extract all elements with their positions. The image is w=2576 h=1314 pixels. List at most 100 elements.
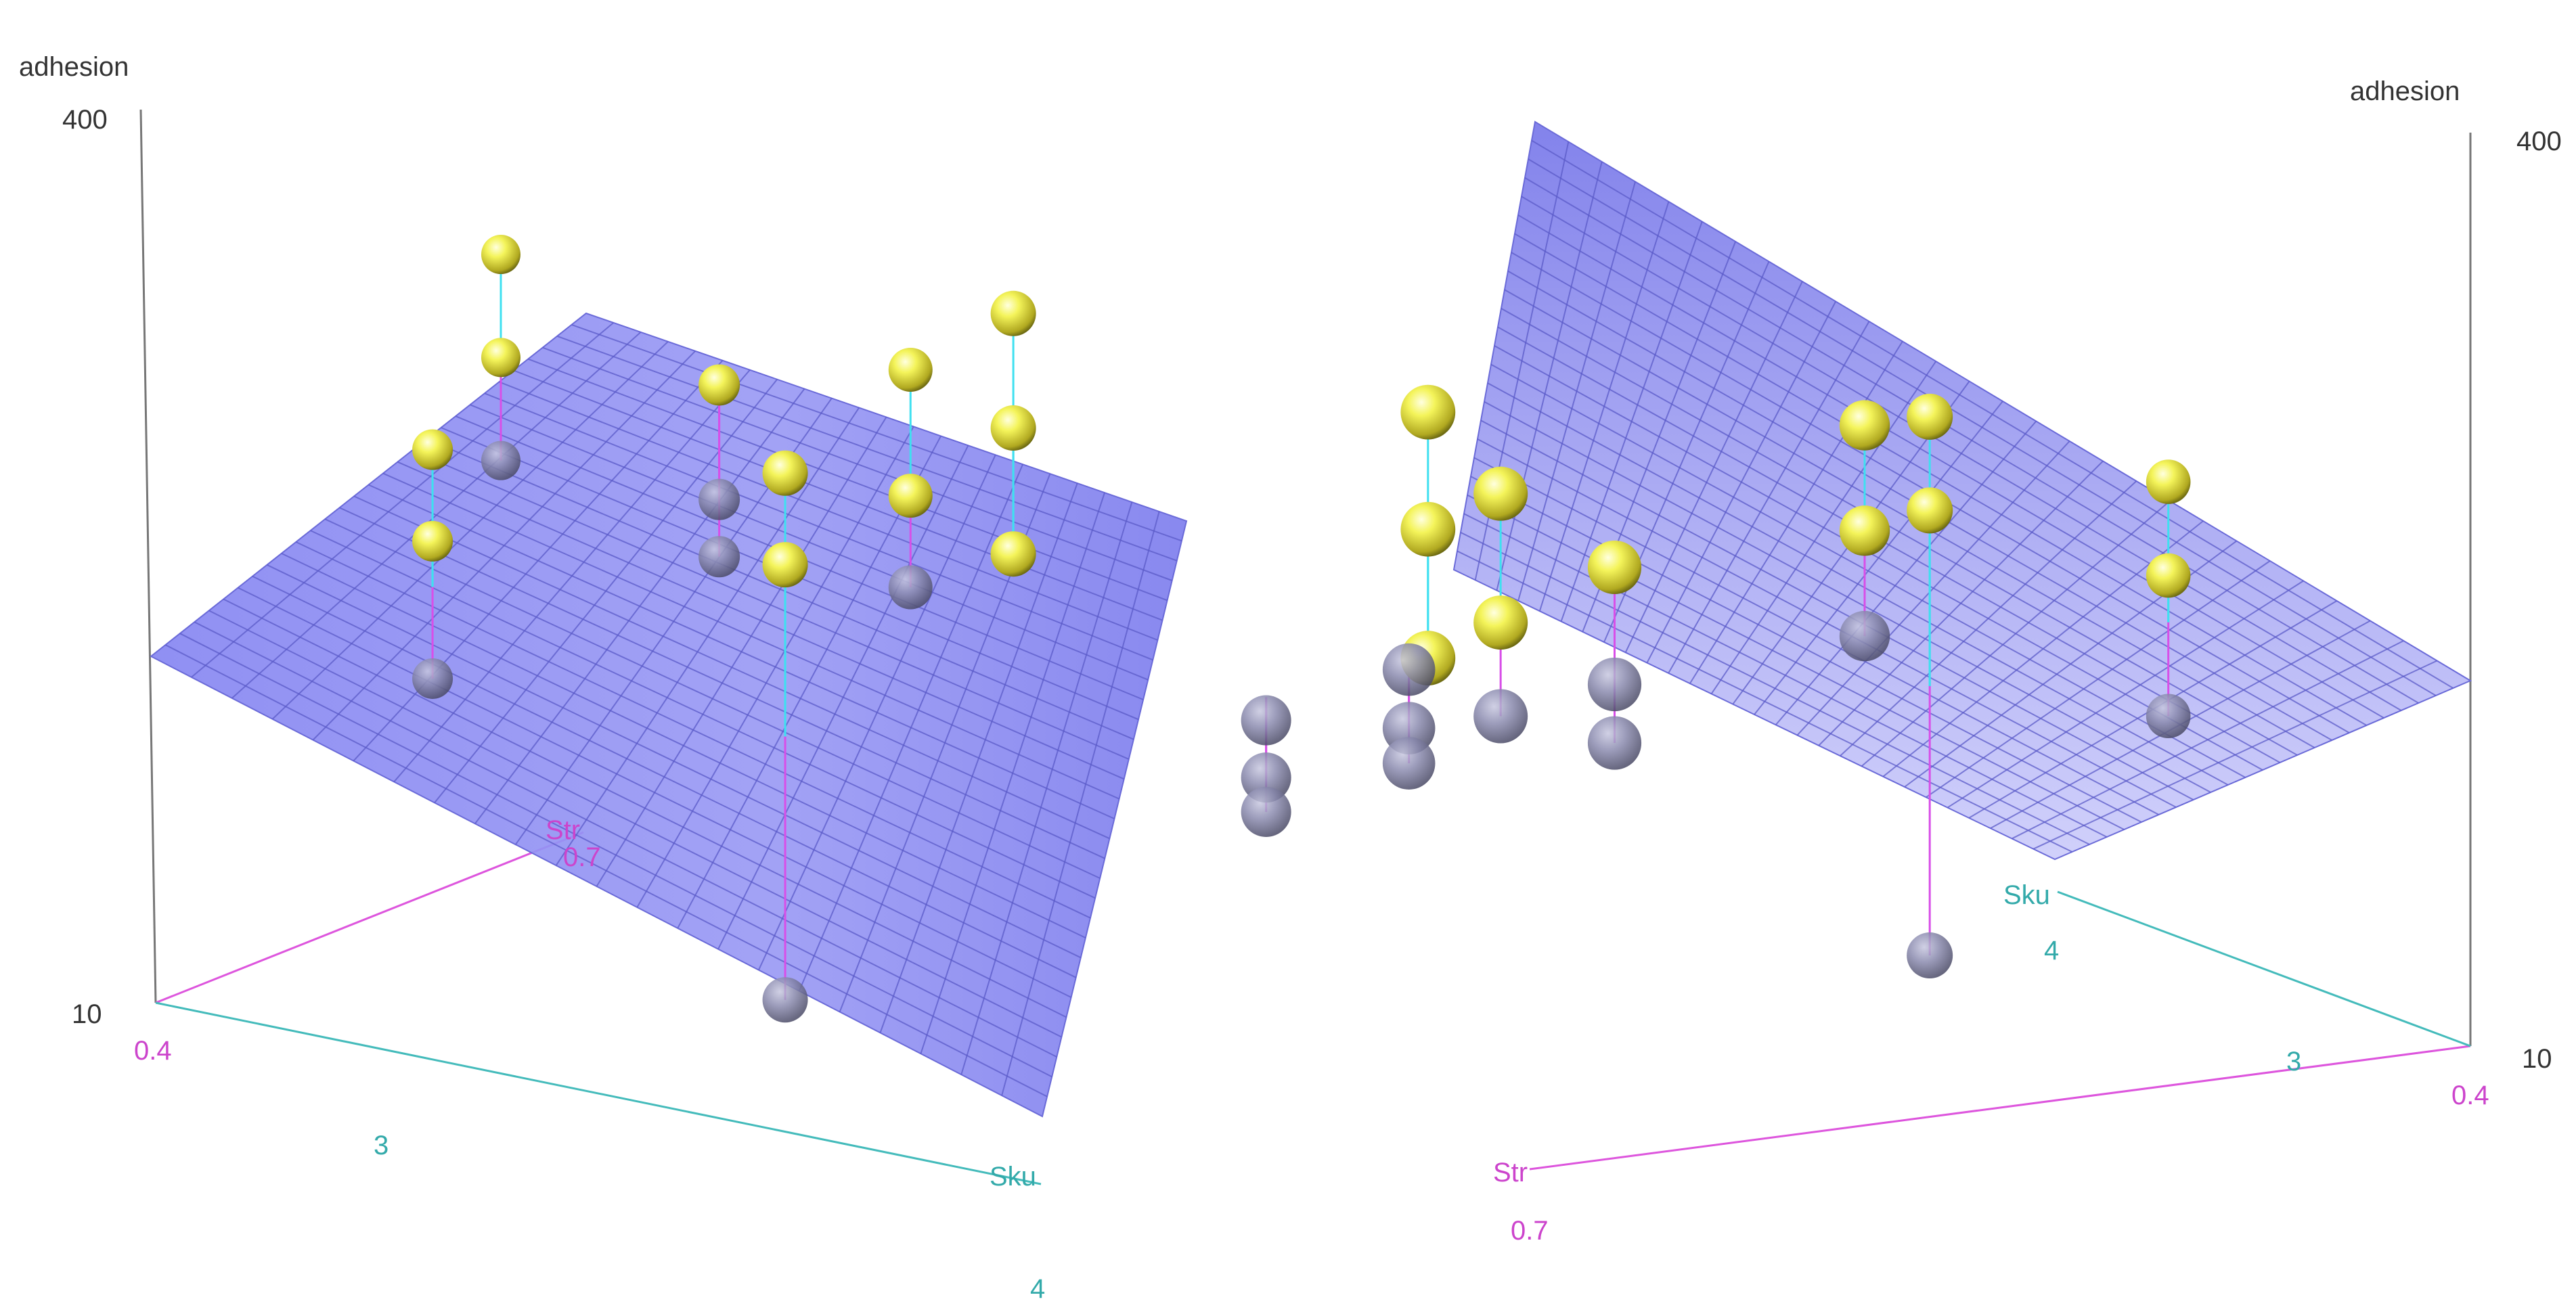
plane-grid-line <box>1490 363 2246 778</box>
data-point <box>1382 737 1436 790</box>
left-sku-tick-max: 4 <box>1030 1274 1045 1304</box>
plane-grid-line <box>1501 307 2298 756</box>
data-point <box>1587 540 1642 595</box>
data-point <box>1587 716 1642 770</box>
data-point <box>698 536 740 578</box>
data-point <box>1907 932 1953 979</box>
data-point <box>1839 610 1890 662</box>
left-str-axis <box>155 831 584 1004</box>
data-point <box>1241 695 1291 746</box>
plane-grid-line <box>353 360 724 762</box>
left-z-label: adhesion <box>19 52 129 82</box>
data-point <box>762 977 808 1023</box>
left-str-tick-min: 0.4 <box>134 1036 172 1066</box>
data-point <box>1241 752 1291 803</box>
data-point <box>888 565 933 610</box>
plane-grid-line <box>271 341 669 720</box>
plane-grid-line <box>1457 550 2073 853</box>
right-str-tick-max: 0.7 <box>1511 1216 1549 1246</box>
plane-grid-line <box>1514 233 2367 726</box>
data-point <box>2146 694 2191 739</box>
data-point <box>1473 595 1528 650</box>
plane-grid-line <box>1470 476 2142 823</box>
data-point <box>1473 466 1528 521</box>
left-z-tick-min: 10 <box>72 999 102 1029</box>
right-sku-axis <box>2057 890 2471 1047</box>
right-data-points <box>1382 384 2191 979</box>
right-z-tick-max: 400 <box>2516 127 2562 156</box>
plane-grid-line <box>1480 420 2194 800</box>
plane-grid-line <box>393 369 751 783</box>
plane-grid-line <box>1467 494 2125 830</box>
right-panel: adhesion 400 10 0.4 Str 0.7 3 Sku 4 <box>1382 76 2562 1246</box>
data-point <box>481 440 520 480</box>
right-sku-tick-min: 3 <box>2286 1047 2301 1077</box>
data-point <box>1839 505 1890 556</box>
plane-grid-line <box>1524 177 2419 704</box>
right-str-tick-min: 0.4 <box>2451 1081 2489 1110</box>
plane-grid-line <box>1463 513 2108 838</box>
plane-grid-line <box>231 332 642 699</box>
right-plane-grid <box>1457 139 2453 853</box>
data-point <box>1907 393 1953 440</box>
data-point <box>1382 643 1436 696</box>
right-sku-label: Sku <box>2003 880 2050 910</box>
plane-grid-line <box>312 350 696 741</box>
plane-grid-line <box>920 492 1105 1054</box>
plane-grid-line <box>1528 158 2437 696</box>
data-point <box>888 474 933 518</box>
data-point <box>698 478 740 520</box>
left-sku-tick-min: 3 <box>374 1131 388 1160</box>
plane-grid-line <box>758 454 996 971</box>
plane-grid-line <box>1001 511 1160 1096</box>
plane-grid-line <box>474 388 805 824</box>
plane-grid-line <box>1494 345 2263 771</box>
plane-grid-line <box>879 482 1078 1033</box>
plane-grid-line <box>555 407 860 866</box>
plane-grid-line <box>1497 326 2281 763</box>
plane-grid-line <box>1477 438 2177 808</box>
left-data-points <box>412 235 1291 1023</box>
data-point <box>990 531 1036 577</box>
data-point <box>1241 786 1291 837</box>
data-point <box>762 542 808 588</box>
data-point <box>481 235 520 275</box>
data-point <box>762 450 808 496</box>
left-sku-label: Sku <box>990 1162 1036 1192</box>
plane-grid-line <box>1531 139 2453 689</box>
data-point <box>698 364 740 406</box>
plane-grid-line <box>960 501 1133 1075</box>
right-z-tick-min: 10 <box>2522 1044 2552 1074</box>
data-point <box>412 520 453 562</box>
left-panel: adhesion 400 10 0.4 Str 0.7 3 Sku 4 <box>19 52 1291 1304</box>
data-point <box>1839 400 1890 451</box>
plane-grid-line <box>1517 214 2384 719</box>
data-point <box>1907 487 1953 534</box>
right-sku-tick-max: 4 <box>2044 936 2059 966</box>
left-str-label: Str <box>546 815 580 845</box>
plane-grid-line <box>1521 196 2402 711</box>
plane-grid-line <box>1460 531 2090 845</box>
data-point <box>1400 501 1456 557</box>
plane-grid-line <box>1484 401 2211 793</box>
left-z-tick-max: 400 <box>62 105 108 135</box>
left-str-tick-max: 0.7 <box>563 842 601 872</box>
plane-grid-line <box>677 435 942 929</box>
plane-grid-line <box>596 416 887 887</box>
left-z-axis <box>139 109 157 1003</box>
plane-grid-line <box>1473 457 2159 815</box>
right-str-axis <box>1529 1045 2471 1171</box>
plane-grid-line <box>798 463 1024 991</box>
left-sku-axis <box>155 1001 1042 1185</box>
data-point <box>2146 553 2191 598</box>
data-point <box>412 658 453 699</box>
data-point <box>888 347 933 392</box>
data-point <box>990 405 1036 451</box>
data-point <box>1587 657 1642 712</box>
right-str-label: Str <box>1493 1158 1528 1187</box>
data-point <box>1473 689 1528 744</box>
data-point <box>2146 459 2191 504</box>
plane-grid-line <box>1487 382 2229 786</box>
right-z-label: adhesion <box>2350 76 2460 106</box>
